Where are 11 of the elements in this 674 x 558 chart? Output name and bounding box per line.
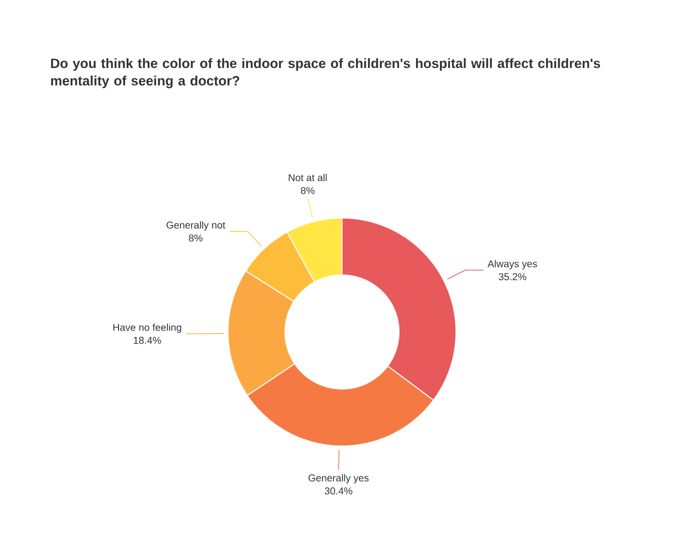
data-label: 18.4% xyxy=(134,336,161,344)
slice-label: Always yes xyxy=(488,260,538,270)
slice-label: Not at all xyxy=(288,174,327,182)
slice-label: Have no feeling xyxy=(113,324,182,333)
slice-label: Generally not xyxy=(166,221,226,231)
data-label: 35.2% xyxy=(498,273,526,280)
data-label: 8% xyxy=(188,234,203,242)
chart-title: Do you think the color of the indoor space of children's hospital will affect children's mentality of seeing a doctor? xyxy=(51,58,600,88)
data-label: 8% xyxy=(300,187,315,194)
slice-label: Generally yes xyxy=(308,474,369,484)
data-label: 30.4% xyxy=(324,487,352,494)
